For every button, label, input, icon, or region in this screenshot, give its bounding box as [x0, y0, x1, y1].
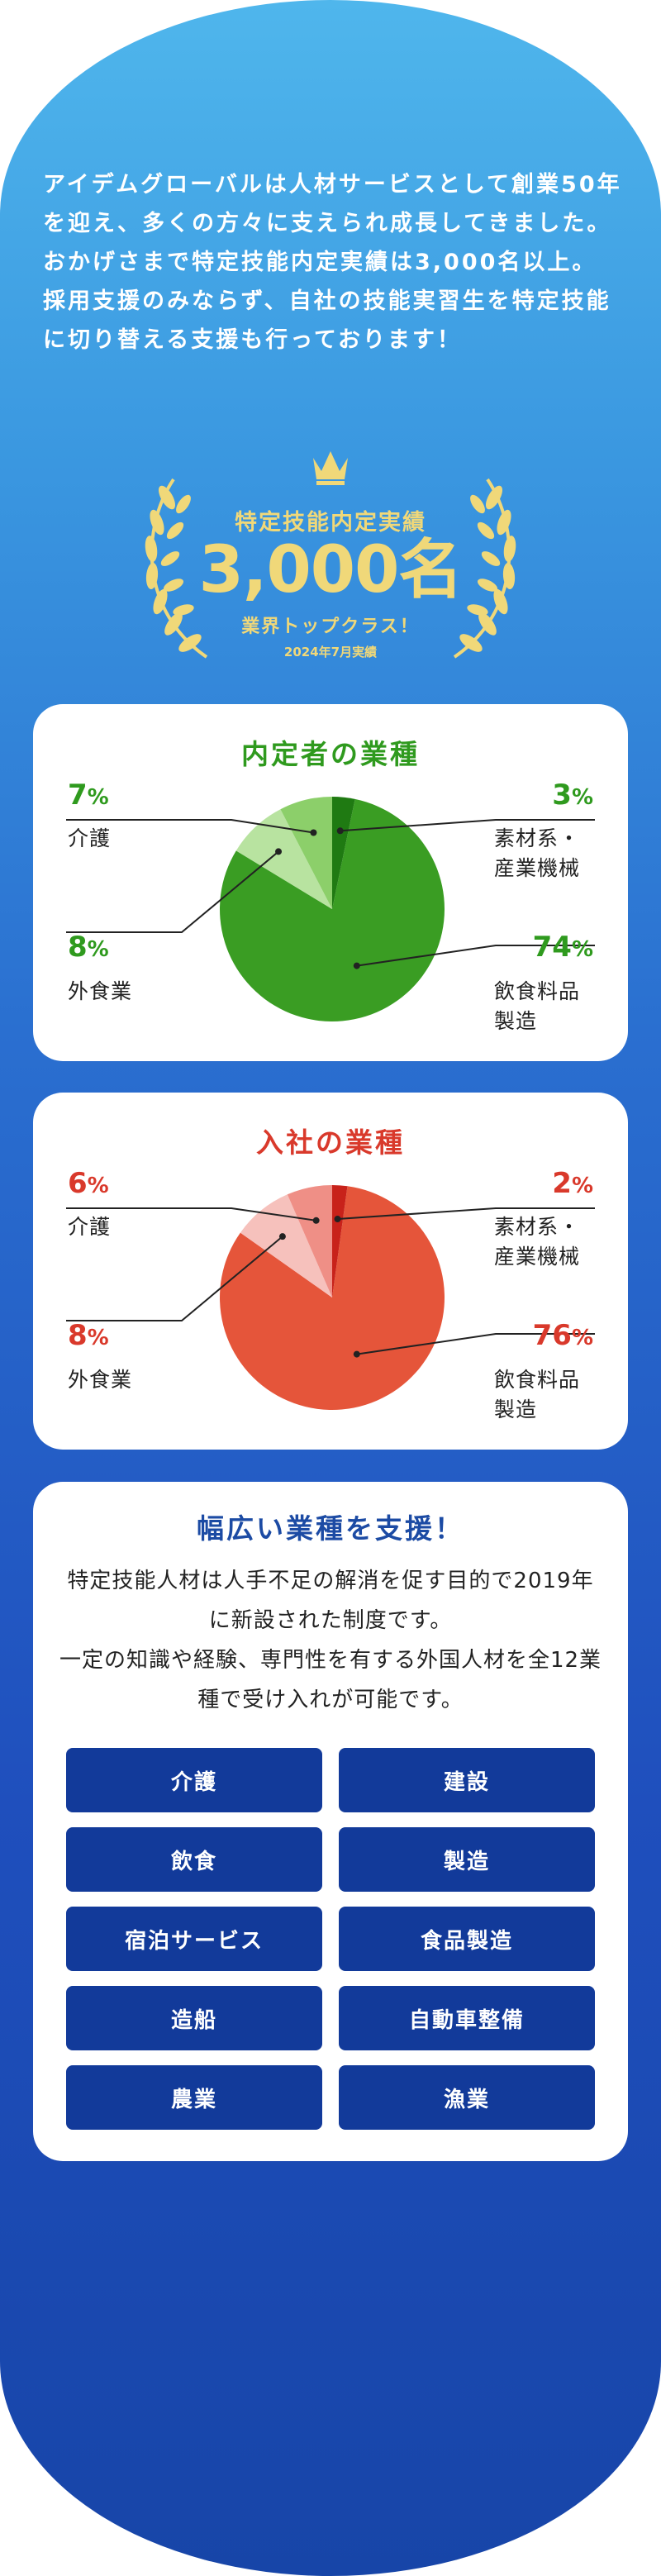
industry-gyogyou[interactable]: 漁業 [339, 2065, 595, 2130]
hire-pct-kaigo: 6% [68, 1167, 109, 1200]
offer-industry-card: 内定者の業種 7% 介護 8% 外食業 3% 素材系・ 産業機械 74% 飲食料品… [33, 704, 628, 1061]
crown-icon [313, 451, 348, 485]
offer-pie-chart [66, 797, 595, 1021]
industry-shokuhin-seizou[interactable]: 食品製造 [339, 1907, 595, 1971]
intro-text: アイデムグローバルは人材サービスとして創業50年を迎え、多くの方々に支えられ成長… [43, 165, 626, 359]
offer-leader-sozai [336, 819, 595, 835]
offer-leader-inshoku [353, 945, 595, 969]
hire-chart-title: 入社の業種 [256, 1126, 405, 1159]
hire-leader-kaigo [66, 1207, 320, 1224]
hire-leader-sozai [334, 1207, 595, 1223]
industry-seizou[interactable]: 製造 [339, 1827, 595, 1892]
offer-chart-title: 内定者の業種 [241, 738, 420, 770]
support-title: 幅広い業種を支援！ [197, 1512, 464, 1545]
hire-industry-card: 入社の業種 6% 介護 8% 外食業 2% 素材系・ 産業機械 76% 飲食料品製… [33, 1093, 628, 1450]
offer-label-gaishoku: 外食業 [68, 979, 133, 1003]
intro-paragraph-2: 採用支援のみならず、自社の技能実習生を特定技能に切り替える支援も行っております！ [43, 288, 611, 353]
offer-pct-sozai: 3% [552, 779, 593, 812]
industry-kaigo[interactable]: 介護 [66, 1748, 322, 1812]
award-subtitle: 業界トップクラス！ [241, 617, 420, 637]
hire-label-kaigo: 介護 [68, 1215, 112, 1239]
offer-leader-gaishoku [66, 848, 283, 933]
hire-pie-slice-kaigo [287, 1185, 332, 1298]
hire-leader-gaishoku [66, 1233, 286, 1321]
hire-label-inshoku: 飲食料品 製造 [494, 1368, 581, 1421]
hire-leader-inshoku [353, 1333, 595, 1358]
hire-label-gaishoku: 外食業 [68, 1368, 133, 1392]
offer-label-inshoku: 飲食料品 製造 [494, 979, 581, 1033]
industry-zousen[interactable]: 造船 [66, 1986, 322, 2050]
hire-pct-sozai: 2% [552, 1167, 593, 1200]
award-badge: 特定技能内定実績 3,000名 業界トップクラス！ 2024年7月実績 [124, 446, 537, 669]
offer-leader-kaigo [66, 819, 317, 836]
offer-pct-inshoku: 74% [532, 931, 593, 964]
industry-shukuhaku[interactable]: 宿泊サービス [66, 1907, 322, 1971]
hire-pie-slice-gaishoku [240, 1194, 332, 1298]
industry-inshoku[interactable]: 飲食 [66, 1827, 322, 1892]
hire-pct-inshoku: 76% [532, 1319, 593, 1352]
offer-pie-slice-gaishoku [235, 809, 332, 909]
industry-grid: 介護 建設 飲食 製造 宿泊サービス 食品製造 造船 自動車整備 農業 漁業 [66, 1748, 595, 2130]
award-number: 3,000名 [198, 533, 464, 607]
hire-pie-chart [66, 1185, 595, 1410]
industry-nougyou[interactable]: 農業 [66, 2065, 322, 2130]
industry-jidousha-seibi[interactable]: 自動車整備 [339, 1986, 595, 2050]
industry-kensetsu[interactable]: 建設 [339, 1748, 595, 1812]
hire-pie-slice-inshoku [220, 1186, 445, 1410]
award-title: 特定技能内定実績 [235, 510, 426, 536]
hire-pie-slice-sozai [332, 1185, 348, 1298]
offer-pie-slice-kaigo [280, 797, 332, 909]
support-desc-1: 特定技能人材は人手不足の解消を促す目的で2019年に新設された制度です。 [67, 1569, 594, 1633]
offer-pie-slice-sozai [332, 797, 355, 909]
offer-pct-kaigo: 7% [68, 779, 109, 812]
hire-label-sozai: 素材系・ 産業機械 [494, 1215, 581, 1269]
award-date: 2024年7月実績 [283, 645, 378, 659]
offer-pct-gaishoku: 8% [68, 931, 109, 964]
laurel-wreath-icon [145, 478, 516, 659]
offer-pie-slice-inshoku [220, 798, 445, 1021]
offer-label-kaigo: 介護 [68, 826, 112, 850]
support-desc-2: 一定の知識や経験、専門性を有する外国人材を全12業種で受け入れが可能です。 [59, 1648, 602, 1712]
offer-label-sozai: 素材系・ 産業機械 [494, 826, 581, 880]
hire-pct-gaishoku: 8% [68, 1319, 109, 1352]
support-industries-card: 幅広い業種を支援！ 特定技能人材は人手不足の解消を促す目的で2019年に新設され… [33, 1482, 628, 2161]
support-description: 特定技能人材は人手不足の解消を促す目的で2019年に新設された制度です。 一定の… [58, 1561, 603, 1720]
intro-paragraph-1: アイデムグローバルは人材サービスとして創業50年を迎え、多くの方々に支えられ成長… [43, 172, 622, 275]
